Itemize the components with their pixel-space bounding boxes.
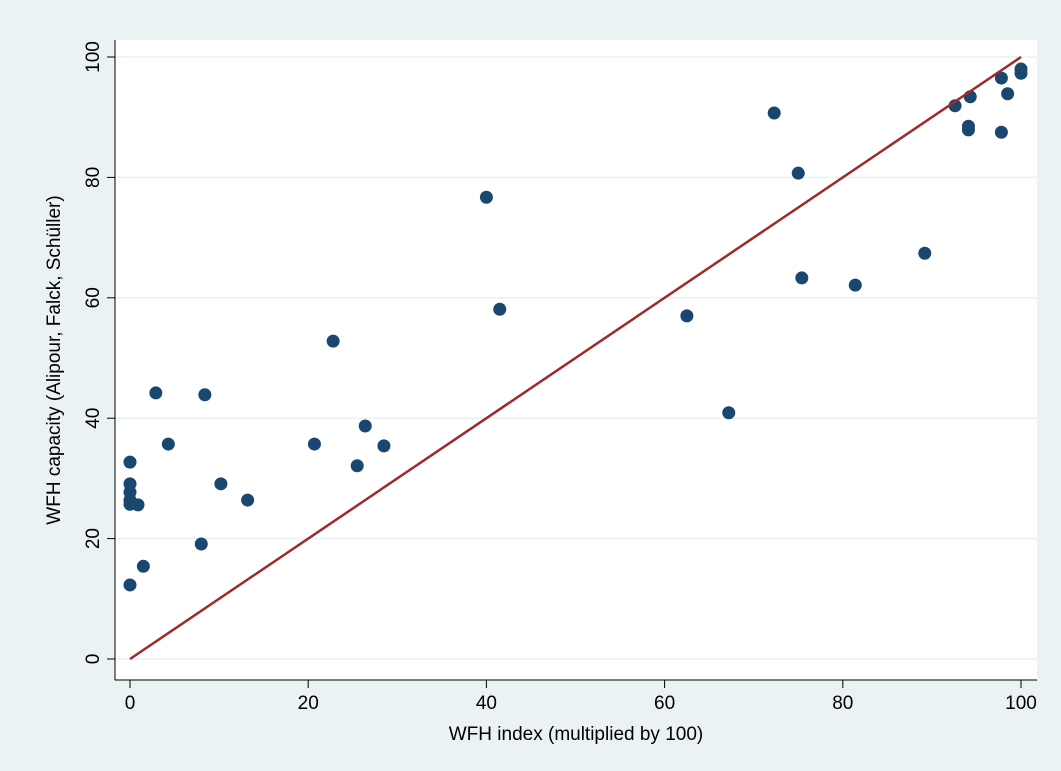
point xyxy=(994,125,1008,139)
point xyxy=(994,71,1008,85)
point xyxy=(918,246,932,260)
x-axis-label: WFH index (multiplied by 100) xyxy=(449,724,703,745)
point xyxy=(214,477,228,491)
y-tick-label: 40 xyxy=(83,408,104,429)
y-tick-label: 60 xyxy=(83,287,104,308)
point xyxy=(149,386,163,400)
point xyxy=(307,437,321,451)
y-axis-label: WFH capacity (Alipour, Falck, Schüller) xyxy=(44,195,65,524)
point xyxy=(123,485,137,499)
point xyxy=(241,493,255,507)
point xyxy=(326,334,340,348)
point xyxy=(848,278,862,292)
point xyxy=(350,459,364,473)
point xyxy=(198,388,212,402)
y-tick-label: 100 xyxy=(83,41,104,73)
point xyxy=(161,437,175,451)
x-tick-label: 40 xyxy=(476,693,497,714)
point xyxy=(795,271,809,285)
x-tick-label: 20 xyxy=(298,693,319,714)
point xyxy=(680,309,694,323)
y-tick-label: 20 xyxy=(83,528,104,549)
point xyxy=(123,455,137,469)
point xyxy=(1001,87,1015,101)
reference-line xyxy=(129,55,1022,661)
y-tick-label: 0 xyxy=(83,654,104,665)
x-tick-label: 60 xyxy=(654,693,675,714)
point xyxy=(961,123,975,137)
point xyxy=(791,166,805,180)
point xyxy=(1014,66,1028,80)
point xyxy=(479,190,493,204)
y-tick-label: 80 xyxy=(83,167,104,188)
x-tick-label: 0 xyxy=(125,693,136,714)
point xyxy=(767,106,781,120)
point xyxy=(194,537,208,551)
plot-area xyxy=(115,40,1037,680)
point xyxy=(358,419,372,433)
point xyxy=(136,559,150,573)
point xyxy=(377,439,391,453)
point xyxy=(722,406,736,420)
x-tick-label: 80 xyxy=(832,693,853,714)
point xyxy=(493,302,507,316)
x-tick-label: 100 xyxy=(1005,693,1037,714)
point xyxy=(123,578,137,592)
